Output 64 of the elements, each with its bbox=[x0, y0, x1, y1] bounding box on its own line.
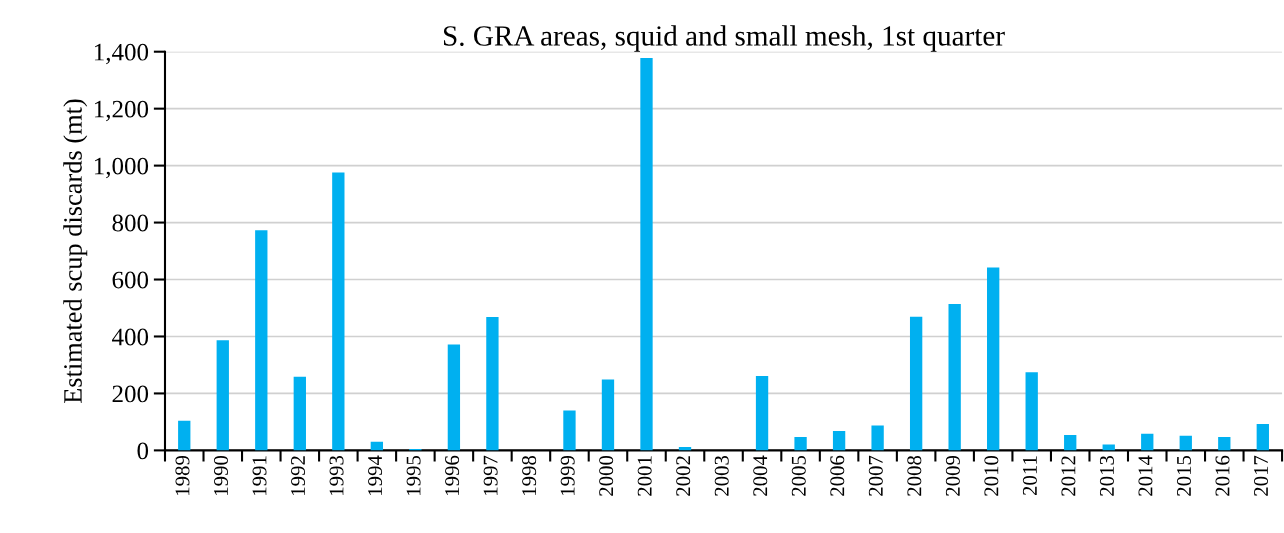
bar bbox=[1141, 433, 1154, 451]
x-tick-label: 2014 bbox=[1138, 455, 1153, 496]
y-tick-label: 0 bbox=[137, 442, 149, 460]
x-tick-label: 1989 bbox=[175, 455, 190, 495]
x-tick-label: 2002 bbox=[676, 456, 691, 496]
bar bbox=[293, 376, 306, 451]
x-tick-label: 1996 bbox=[445, 455, 460, 495]
bar bbox=[1064, 435, 1077, 451]
x-tick-label: 2006 bbox=[830, 455, 845, 496]
bar bbox=[1025, 372, 1038, 451]
y-tick-label: 200 bbox=[112, 385, 149, 403]
bar bbox=[640, 57, 653, 451]
bar bbox=[1256, 423, 1269, 451]
y-tick-label: 600 bbox=[112, 271, 149, 289]
x-tick-label: 2004 bbox=[753, 455, 768, 496]
bar bbox=[601, 379, 615, 451]
x-tick-label: 1994 bbox=[368, 455, 383, 495]
x-tick-label: 2012 bbox=[1061, 456, 1076, 496]
bar bbox=[255, 230, 268, 451]
y-tick-label: 1,200 bbox=[94, 100, 149, 122]
bar bbox=[178, 420, 191, 451]
bar bbox=[486, 317, 499, 451]
x-tick-label: 2010 bbox=[984, 455, 999, 496]
x-tick-label: 1998 bbox=[522, 455, 537, 495]
bar bbox=[447, 344, 461, 451]
x-tick-label: 2007 bbox=[868, 455, 883, 496]
bar bbox=[948, 304, 961, 451]
bar bbox=[216, 340, 229, 451]
bar bbox=[332, 172, 345, 451]
bar bbox=[832, 431, 846, 451]
x-tick-label: 2008 bbox=[907, 455, 922, 496]
x-tick-label: 2003 bbox=[714, 455, 729, 496]
bar bbox=[370, 441, 384, 451]
bar bbox=[909, 316, 923, 451]
x-tick-label: 1997 bbox=[483, 455, 498, 495]
x-tick-label: 1992 bbox=[291, 456, 306, 495]
bar bbox=[1218, 437, 1231, 451]
bar bbox=[871, 425, 884, 451]
x-tick-label: 2009 bbox=[945, 455, 960, 496]
x-tick-label: 1999 bbox=[560, 455, 575, 495]
bar bbox=[794, 437, 807, 451]
x-tick-label: 2000 bbox=[599, 455, 614, 496]
bar bbox=[1102, 444, 1115, 451]
bar bbox=[563, 410, 576, 451]
x-tick-label: 1995 bbox=[406, 455, 421, 495]
bar bbox=[755, 376, 769, 451]
x-tick-label: 2001 bbox=[637, 456, 652, 496]
x-tick-label: 2016 bbox=[1215, 455, 1230, 496]
y-tick-label: 1,400 bbox=[94, 43, 149, 65]
x-tick-label: 2011 bbox=[1022, 456, 1037, 496]
y-tick-label: 400 bbox=[112, 328, 149, 346]
y-tick-label: 800 bbox=[112, 214, 149, 232]
x-tick-label: 1990 bbox=[213, 455, 228, 495]
x-tick-label: 2015 bbox=[1176, 455, 1191, 496]
y-tick-label: 1,000 bbox=[94, 157, 149, 179]
x-tick-label: 1991 bbox=[252, 456, 267, 495]
y-axis-title: Estimated scup discards (mt) bbox=[63, 99, 88, 404]
bar bbox=[987, 267, 1000, 451]
x-tick-label: 1993 bbox=[329, 455, 344, 495]
bar bbox=[1179, 435, 1192, 451]
chart-title: S. GRA areas, squid and small mesh, 1st quarter bbox=[443, 25, 1005, 52]
x-tick-label: 2013 bbox=[1099, 455, 1114, 496]
x-tick-label: 2017 bbox=[1253, 455, 1269, 496]
x-tick-label: 2005 bbox=[791, 455, 806, 496]
